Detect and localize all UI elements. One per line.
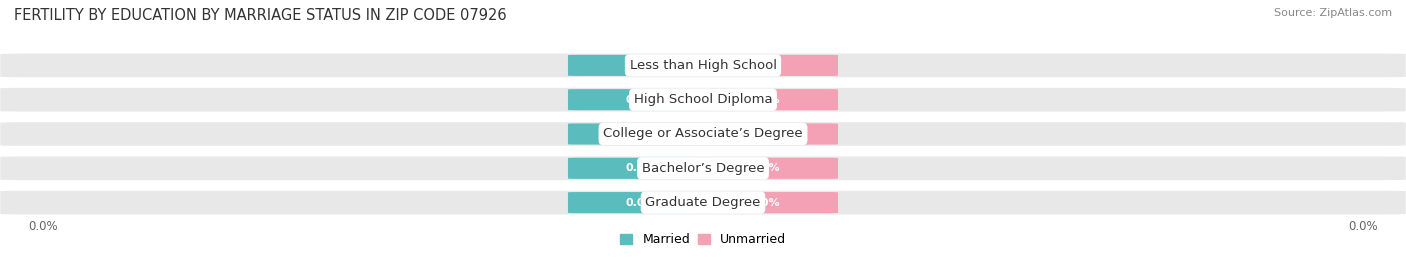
Text: College or Associate’s Degree: College or Associate’s Degree	[603, 128, 803, 140]
FancyBboxPatch shape	[0, 54, 1406, 77]
FancyBboxPatch shape	[0, 88, 1406, 111]
FancyBboxPatch shape	[568, 192, 714, 213]
Text: Less than High School: Less than High School	[630, 59, 776, 72]
Legend: Married, Unmarried: Married, Unmarried	[614, 228, 792, 251]
FancyBboxPatch shape	[692, 55, 838, 76]
Text: 0.0%: 0.0%	[626, 198, 657, 208]
FancyBboxPatch shape	[692, 192, 838, 213]
FancyBboxPatch shape	[568, 89, 714, 110]
FancyBboxPatch shape	[568, 55, 714, 76]
FancyBboxPatch shape	[692, 158, 838, 179]
Text: FERTILITY BY EDUCATION BY MARRIAGE STATUS IN ZIP CODE 07926: FERTILITY BY EDUCATION BY MARRIAGE STATU…	[14, 8, 506, 23]
Text: 0.0%: 0.0%	[749, 198, 780, 208]
FancyBboxPatch shape	[0, 157, 1406, 180]
Text: 0.0%: 0.0%	[626, 95, 657, 105]
Text: 0.0%: 0.0%	[749, 129, 780, 139]
FancyBboxPatch shape	[568, 158, 714, 179]
Text: Source: ZipAtlas.com: Source: ZipAtlas.com	[1274, 8, 1392, 18]
Text: High School Diploma: High School Diploma	[634, 93, 772, 106]
Text: Graduate Degree: Graduate Degree	[645, 196, 761, 209]
Text: 0.0%: 0.0%	[626, 60, 657, 70]
Text: 0.0%: 0.0%	[626, 129, 657, 139]
FancyBboxPatch shape	[692, 124, 838, 144]
FancyBboxPatch shape	[568, 124, 714, 144]
Text: 0.0%: 0.0%	[1348, 221, 1378, 233]
FancyBboxPatch shape	[692, 89, 838, 110]
Text: 0.0%: 0.0%	[749, 60, 780, 70]
FancyBboxPatch shape	[0, 191, 1406, 214]
Text: 0.0%: 0.0%	[749, 163, 780, 173]
Text: Bachelor’s Degree: Bachelor’s Degree	[641, 162, 765, 175]
Text: 0.0%: 0.0%	[626, 163, 657, 173]
Text: 0.0%: 0.0%	[28, 221, 58, 233]
FancyBboxPatch shape	[0, 122, 1406, 146]
Text: 0.0%: 0.0%	[749, 95, 780, 105]
